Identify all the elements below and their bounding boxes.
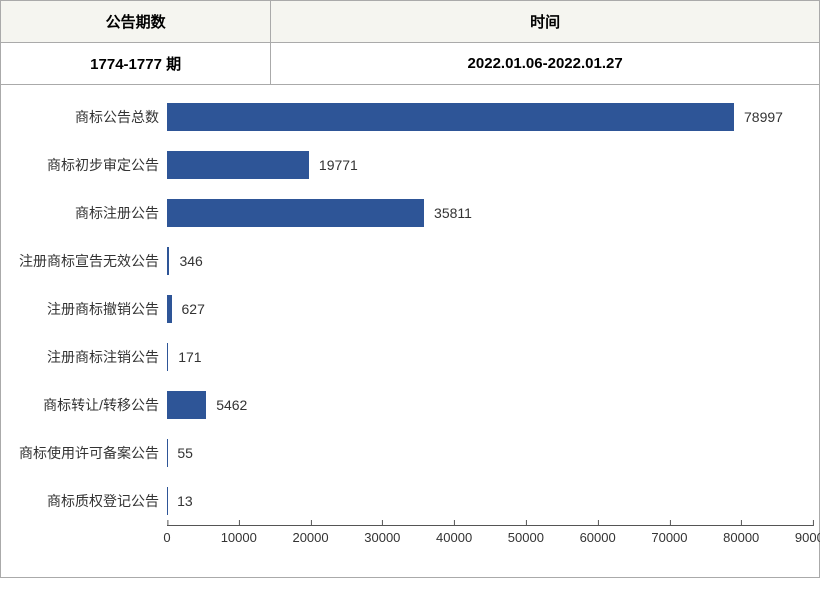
bar [167, 199, 424, 227]
bar-track: 19771 [167, 141, 813, 189]
bar [167, 151, 309, 179]
bar-value: 19771 [319, 157, 358, 173]
category-label: 商标使用许可备案公告 [7, 443, 167, 463]
header-table: 公告期数 时间 1774-1777 期 2022.01.06-2022.01.2… [0, 0, 820, 85]
bar-row: 商标质权登记公告 13 [7, 477, 813, 525]
bar [167, 343, 168, 371]
x-tick: 80000 [723, 526, 759, 545]
bar [167, 103, 734, 131]
bar-track: 171 [167, 333, 813, 381]
category-label: 商标初步审定公告 [7, 155, 167, 175]
bar-row: 商标初步审定公告 19771 [7, 141, 813, 189]
header-col1-label: 公告期数 [1, 1, 271, 43]
x-tick-label: 60000 [580, 526, 616, 545]
bar-value: 346 [179, 253, 202, 269]
bar-track: 346 [167, 237, 813, 285]
x-tick-label: 40000 [436, 526, 472, 545]
bar-value: 35811 [434, 205, 472, 221]
bar [167, 295, 172, 323]
x-tick: 20000 [292, 526, 328, 545]
bar-track: 5462 [167, 381, 813, 429]
category-label: 商标公告总数 [7, 107, 167, 127]
bar [167, 391, 206, 419]
category-label: 商标转让/转移公告 [7, 395, 167, 415]
category-label: 注册商标注销公告 [7, 347, 167, 367]
x-tick-label: 70000 [651, 526, 687, 545]
bar-track: 35811 [167, 189, 813, 237]
bar-track: 55 [167, 429, 813, 477]
x-tick: 40000 [436, 526, 472, 545]
bar-row: 商标公告总数 78997 [7, 93, 813, 141]
x-tick: 0 [163, 526, 170, 545]
x-tick-label: 0 [163, 526, 170, 545]
bar-row: 注册商标注销公告 171 [7, 333, 813, 381]
x-tick: 70000 [651, 526, 687, 545]
bar-value: 171 [178, 349, 201, 365]
x-tick-label: 30000 [364, 526, 400, 545]
bar-track: 627 [167, 285, 813, 333]
header-col2-label: 时间 [271, 1, 820, 43]
category-label: 注册商标宣告无效公告 [7, 251, 167, 271]
bar-track: 78997 [167, 93, 813, 141]
header-col2-value: 2022.01.06-2022.01.27 [271, 43, 820, 85]
plot-region: 商标公告总数 78997 商标初步审定公告 19771 商标注册公告 35811 注册商标宣… [7, 93, 813, 571]
bar-track: 13 [167, 477, 813, 525]
chart-area: 商标公告总数 78997 商标初步审定公告 19771 商标注册公告 35811 注册商标宣… [0, 85, 820, 578]
container: 公告期数 时间 1774-1777 期 2022.01.06-2022.01.2… [0, 0, 820, 590]
x-tick: 50000 [508, 526, 544, 545]
x-tick: 60000 [580, 526, 616, 545]
x-tick-label: 20000 [292, 526, 328, 545]
x-axis: 0100002000030000400005000060000700008000… [167, 525, 813, 565]
bar-row: 注册商标宣告无效公告 346 [7, 237, 813, 285]
x-tick-label: 10000 [221, 526, 257, 545]
bar-value: 55 [177, 445, 193, 461]
bar-value: 78997 [744, 109, 783, 125]
bar-row: 商标转让/转移公告 5462 [7, 381, 813, 429]
x-tick: 10000 [221, 526, 257, 545]
x-tick-label: 50000 [508, 526, 544, 545]
bar-row: 商标注册公告 35811 [7, 189, 813, 237]
category-label: 注册商标撤销公告 [7, 299, 167, 319]
bar-value: 627 [182, 301, 205, 317]
bar-row: 商标使用许可备案公告 55 [7, 429, 813, 477]
x-tick: 90000 [795, 526, 820, 545]
x-tick-label: 80000 [723, 526, 759, 545]
header-col1-value: 1774-1777 期 [1, 43, 271, 85]
x-tick: 30000 [364, 526, 400, 545]
bar-value: 5462 [216, 397, 247, 413]
category-label: 商标注册公告 [7, 203, 167, 223]
category-label: 商标质权登记公告 [7, 491, 167, 511]
bar-value: 13 [177, 493, 193, 509]
bar-row: 注册商标撤销公告 627 [7, 285, 813, 333]
x-tick-label: 90000 [795, 526, 820, 545]
bar [167, 247, 169, 275]
bars-area: 商标公告总数 78997 商标初步审定公告 19771 商标注册公告 35811 注册商标宣… [7, 93, 813, 525]
